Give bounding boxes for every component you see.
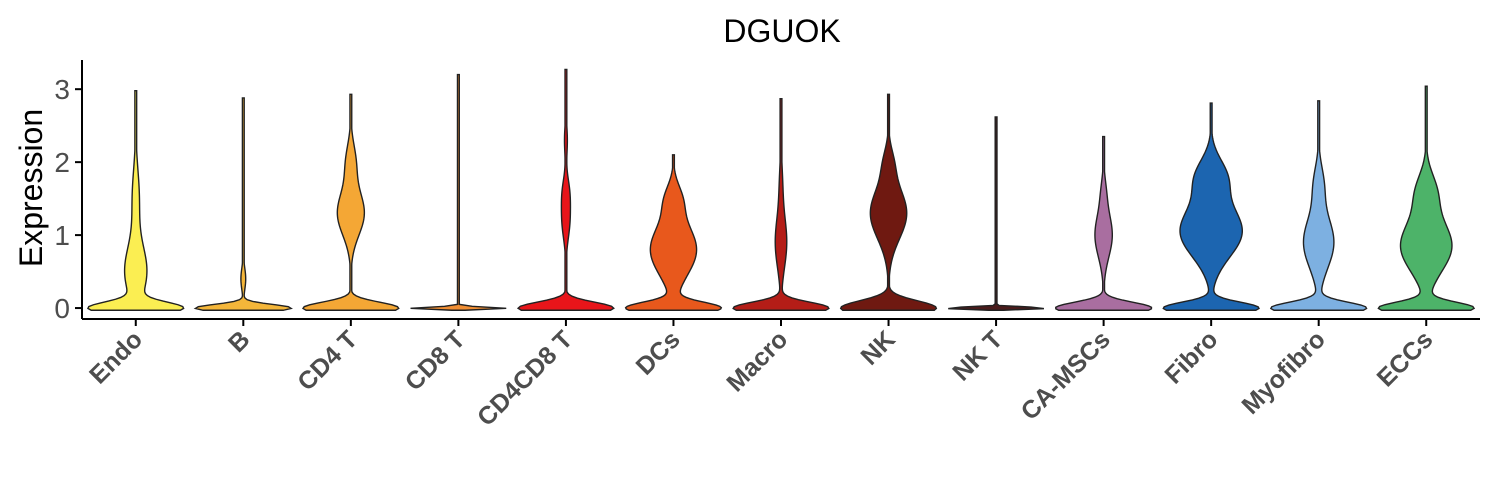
y-tick-label: 0 — [54, 293, 70, 324]
x-tick-label: DCs — [631, 325, 686, 380]
x-tick-label: CD4CD8 T — [472, 325, 578, 431]
x-tick-label: NK T — [947, 325, 1008, 386]
y-tick-label: 2 — [54, 147, 70, 178]
violin-ca-mscs — [1055, 135, 1153, 311]
x-tick-label: CD4 T — [292, 325, 363, 396]
x-tick-label: CA-MSCs — [1016, 325, 1116, 425]
violins — [86, 68, 1476, 311]
violin-fibro — [1162, 102, 1260, 311]
x-tick-label: Myofibro — [1237, 325, 1331, 419]
y-tick-label: 1 — [54, 220, 70, 251]
violin-cd8-t — [410, 73, 507, 311]
x-tick-label: Fibro — [1159, 325, 1223, 389]
x-axis-ticks: Endo B CD4 T CD8 T CD4CD8 T DCs Macro NK NK T CA-… — [84, 319, 1438, 432]
violin-dcs — [624, 154, 723, 311]
violin-cd4-t — [301, 93, 400, 311]
y-axis-ticks: 0 1 2 3 — [54, 74, 82, 324]
chart-title: DGUOK — [723, 13, 840, 49]
x-tick-label: CD8 T — [400, 325, 471, 396]
x-tick-label: ECCs — [1372, 325, 1439, 392]
violin-macro — [732, 97, 830, 311]
violin-nk — [839, 93, 938, 311]
x-tick-label: Macro — [721, 325, 793, 397]
violin-b — [193, 97, 293, 311]
violin-nk-t — [948, 116, 1045, 311]
violin-eccs — [1377, 85, 1476, 311]
x-tick-label: Endo — [84, 325, 148, 389]
x-tick-label: NK — [855, 325, 900, 370]
x-tick-label: B — [223, 325, 256, 358]
violin-endo — [86, 89, 185, 311]
violin-myofibro — [1269, 100, 1368, 311]
y-axis-label: Expression — [13, 109, 49, 267]
violin-cd4cd8-t — [516, 68, 615, 311]
y-tick-label: 3 — [54, 74, 70, 105]
